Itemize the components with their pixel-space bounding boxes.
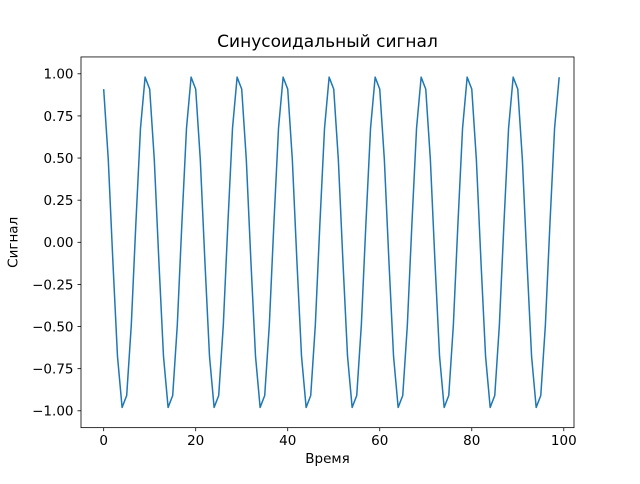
y-tick-label: 0.75 <box>43 109 73 125</box>
x-tick-label: 100 <box>551 433 577 449</box>
y-axis-label: Сигнал <box>6 217 22 268</box>
plot-area <box>81 56 574 428</box>
y-tick-label: −0.75 <box>32 362 73 378</box>
chart-title: Синусоидальный сигнал <box>217 32 438 52</box>
y-axis-ticks: 1.00 0.75 0.50 0.25 0.00 −0.25 −0.50 −0.75 −1.00 <box>32 67 81 420</box>
y-tick-label: 0.00 <box>43 235 73 251</box>
y-tick-label: −0.50 <box>32 319 73 335</box>
x-tick-label: 40 <box>279 433 296 449</box>
x-tick-label: 20 <box>187 433 204 449</box>
sine-series-line <box>102 76 560 409</box>
x-tick-label: 0 <box>99 433 108 449</box>
y-tick-label: 0.25 <box>43 193 73 209</box>
y-tick-label: 0.50 <box>43 151 73 167</box>
x-tick-label: 80 <box>463 433 480 449</box>
x-axis-label: Время <box>305 451 349 467</box>
y-tick-label: −1.00 <box>32 404 73 420</box>
y-tick-label: 1.00 <box>43 67 73 83</box>
x-axis-ticks: 0 20 40 60 80 100 <box>99 427 577 449</box>
y-tick-label: −0.25 <box>32 277 73 293</box>
x-tick-label: 60 <box>371 433 388 449</box>
